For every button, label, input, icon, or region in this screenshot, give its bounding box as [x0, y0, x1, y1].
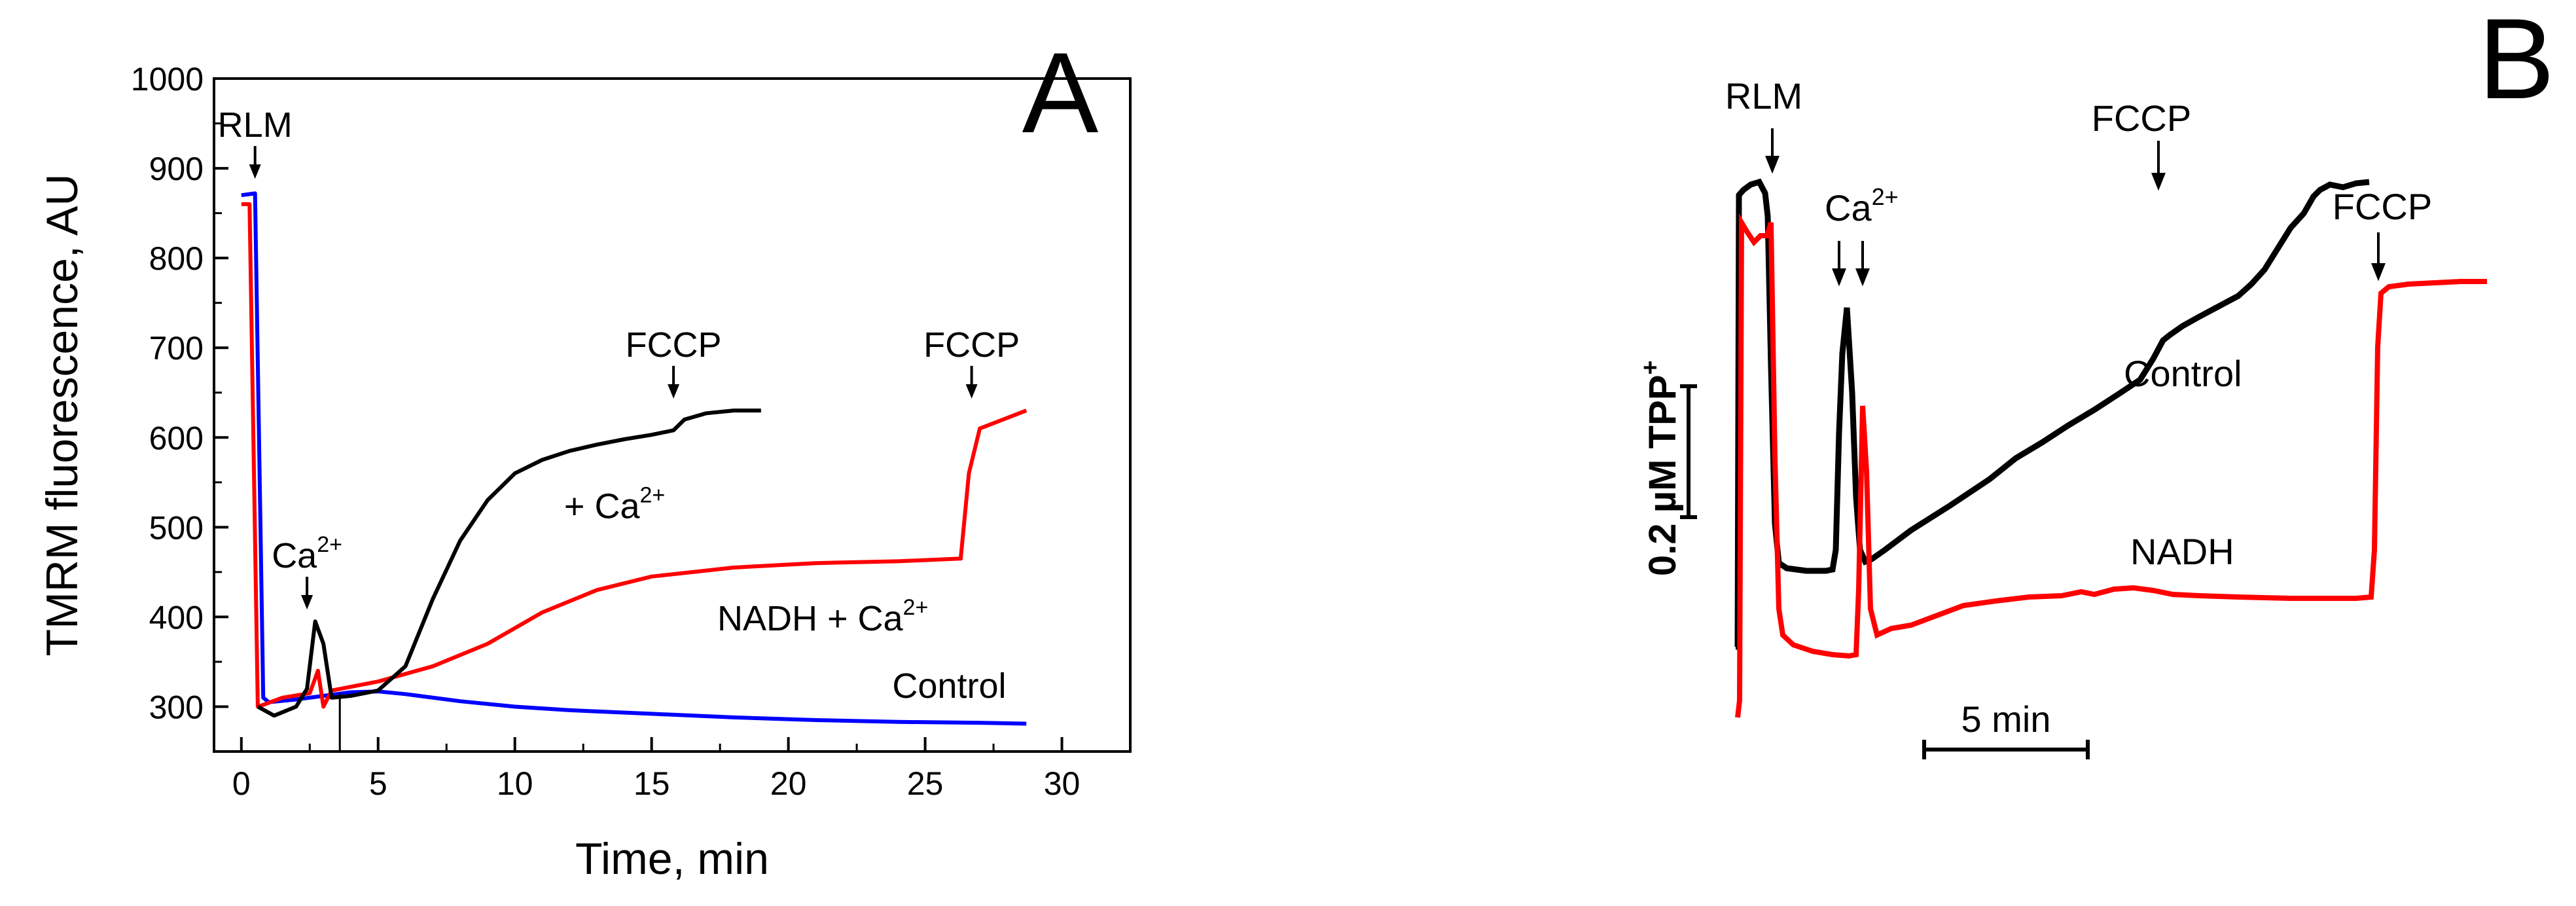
panel-b-ca-arrowhead-2	[1855, 268, 1870, 287]
panel-a-annotation-text: NADH + Ca	[717, 599, 904, 638]
panel-a-annotation-text: FCCP	[626, 325, 722, 365]
panel-b: RLM Ca2+ FCCP FCCP Control NADH 0.2 µM T…	[1637, 0, 2554, 759]
panel-a-series-ca2	[257, 408, 761, 718]
panel-a-annotation: Control	[892, 666, 1006, 706]
panel-b-nadh-label: NADH	[2130, 531, 2234, 572]
panel-b-ca-label: Ca2+	[1825, 183, 1899, 228]
panel-a-annotation-text: RLM	[218, 105, 293, 145]
panel-a-annotation-text: + Ca	[564, 487, 641, 526]
panel-a-annotation: + Ca2+	[564, 483, 665, 526]
panel-b-fccp-label-2: FCCP	[2333, 186, 2432, 227]
panel-a-annotation-text: Control	[892, 666, 1006, 706]
panel-a-series	[241, 191, 1028, 752]
panel-a-x-tick-label: 10	[497, 765, 533, 802]
panel-b-y-scale-text: 0.2 µM TPP	[1641, 375, 1684, 576]
panel-a-annotation-arrowhead	[965, 384, 978, 399]
panel-b-ca-label-sup: 2+	[1872, 183, 1899, 210]
panel-a-plot-frame	[213, 77, 1132, 753]
panel-a-x-ticks: 0 5 10 15 20 25 30	[232, 737, 1080, 802]
panel-b-label: B	[2478, 0, 2555, 123]
panel-a-y-axis-label: TMRM fluorescence, AU	[37, 174, 87, 657]
panel-a-annotation: NADH + Ca2+	[717, 595, 928, 638]
panel-a-annotation-arrowhead	[668, 384, 680, 399]
panel-a-y-ticks: 300 400 500 600 700 800 900 1000	[131, 61, 228, 725]
panel-a-annotation: FCCP	[923, 325, 1020, 365]
panel-b-arrows	[1765, 128, 2386, 287]
panel-a-x-tick-label: 5	[369, 765, 387, 802]
panel-a-x-tick-label: 0	[232, 765, 251, 802]
panel-a-annotation-sup: 2+	[317, 532, 342, 557]
panel-b-y-scale-bar	[1680, 384, 1697, 519]
panel-a-y-tick-label: 300	[149, 689, 204, 725]
panel-a-series-control	[241, 191, 1027, 726]
panel-a-annotation-arrowhead	[301, 595, 313, 610]
panel-a-x-tick-label: 25	[907, 765, 944, 802]
panel-a-y-tick-label: 900	[149, 151, 204, 187]
panel-a-y-tick-label: 700	[149, 330, 204, 367]
panel-a: 0 5 10 15 20 25 30 300 400 500 600 700 800 900 1000 R…	[37, 29, 1132, 884]
panel-a-x-tick-label: 15	[634, 765, 670, 802]
panel-b-x-scale-bar	[1922, 740, 2090, 759]
panel-b-y-scale-sup: +	[1637, 360, 1664, 374]
panel-b-x-scale-label: 5 min	[1961, 698, 2051, 740]
panel-b-rlm-arrowhead	[1765, 156, 1780, 174]
panel-a-annotation-text: FCCP	[923, 325, 1020, 365]
panel-a-annotation: Ca2+	[272, 532, 342, 575]
panel-b-fccp-arrowhead-1	[2151, 173, 2166, 191]
panel-a-y-tick-label: 400	[149, 599, 204, 636]
panel-b-control-trace	[1734, 178, 2370, 650]
panel-a-x-axis-label: Time, min	[575, 834, 769, 884]
panel-b-ca-arrowhead-1	[1832, 268, 1846, 287]
panel-b-nadh-trace	[1735, 213, 2487, 718]
panel-b-fccp-label-1: FCCP	[2092, 98, 2191, 139]
panel-b-ca-label-text: Ca	[1825, 187, 1872, 228]
panel-a-label: A	[1022, 29, 1099, 157]
panel-a-y-tick-label: 1000	[131, 61, 204, 98]
panel-b-y-scale-label: 0.2 µM TPP+	[1637, 360, 1684, 576]
panel-b-rlm-label: RLM	[1725, 75, 1802, 117]
panel-a-annotation-sup: 2+	[640, 483, 666, 508]
panel-a-annotation-sup: 2+	[903, 595, 929, 620]
panel-a-y-tick-label: 500	[149, 509, 204, 546]
panel-a-annotation-arrowhead	[249, 164, 261, 179]
panel-a-annotation: RLM	[218, 105, 293, 145]
panel-a-x-tick-label: 30	[1044, 765, 1081, 802]
panel-a-annotation: FCCP	[626, 325, 722, 365]
panel-a-x-tick-label: 20	[770, 765, 807, 802]
panel-a-y-tick-label: 800	[149, 240, 204, 277]
panel-b-control-label: Control	[2124, 353, 2242, 394]
panel-a-y-tick-label: 600	[149, 420, 204, 456]
panel-a-annotation-text: Ca	[272, 536, 317, 575]
panel-b-fccp-arrowhead-2	[2371, 263, 2386, 281]
panel-a-series-nadh-ca2	[241, 202, 1028, 709]
